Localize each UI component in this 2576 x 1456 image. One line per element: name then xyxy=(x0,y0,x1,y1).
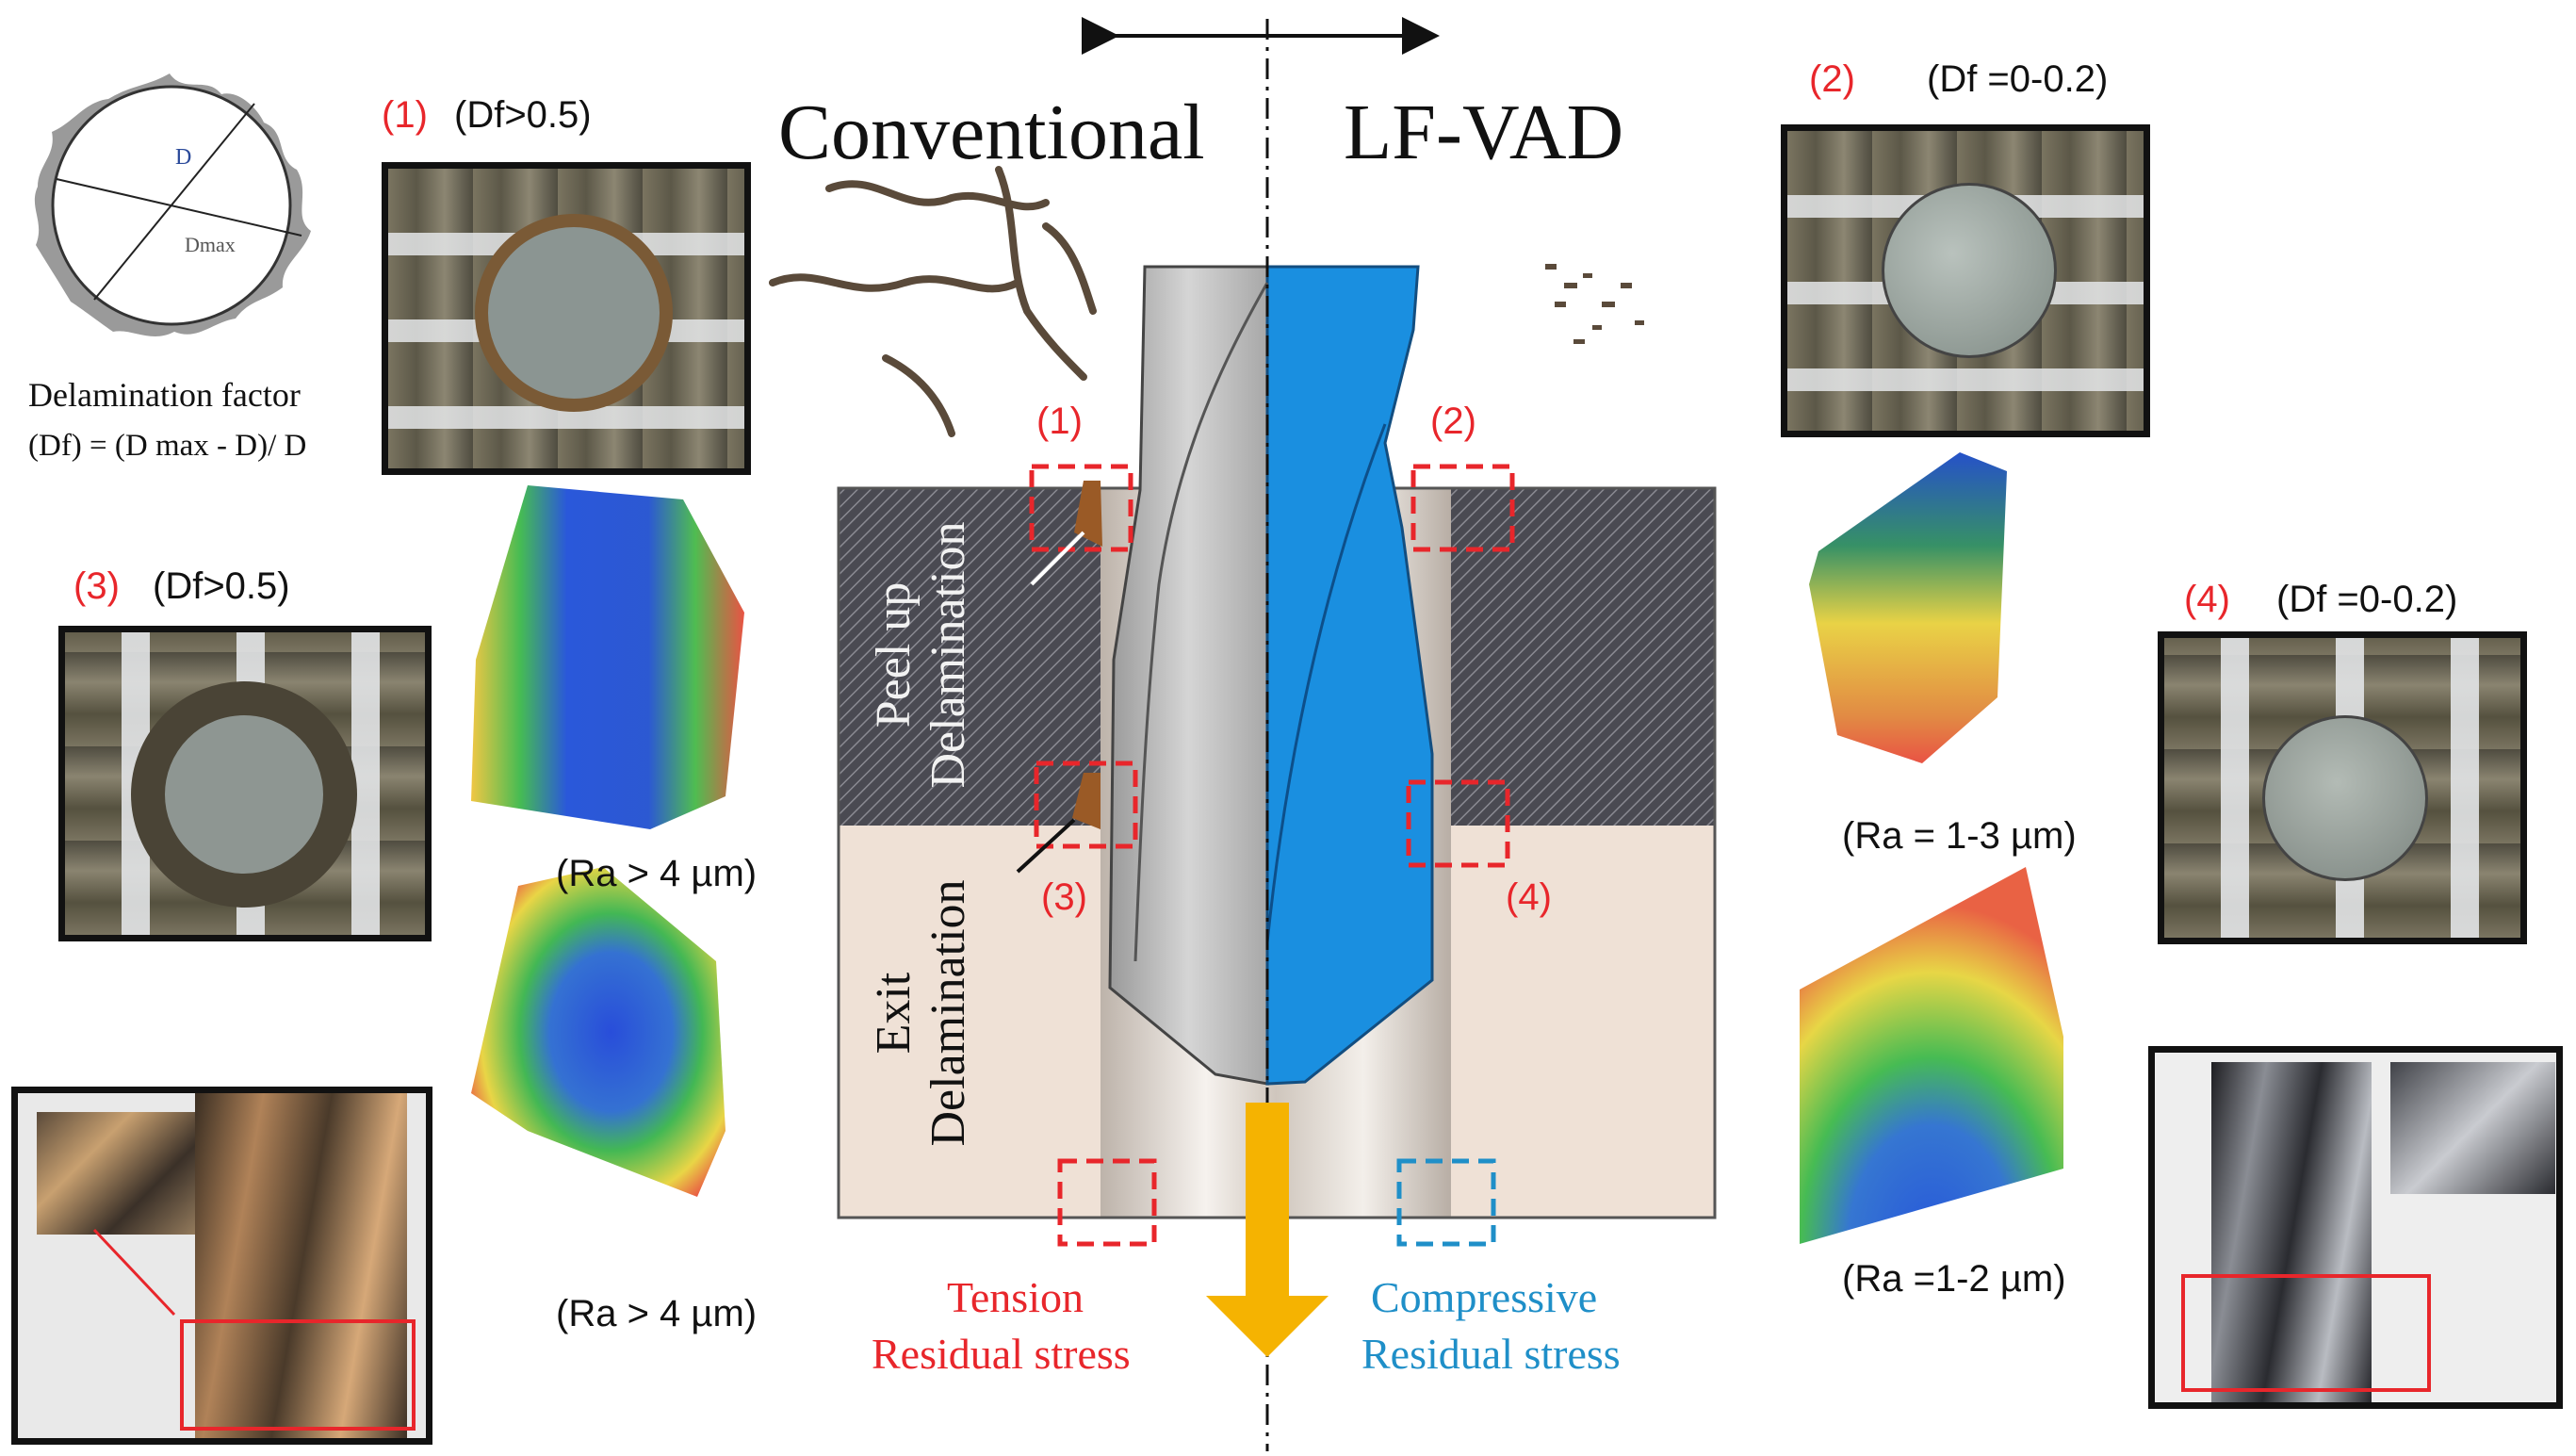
delamination-circle-diagram xyxy=(34,74,312,336)
center-marker-1: (1) xyxy=(1036,401,1083,442)
marker-box-2 xyxy=(1410,464,1515,552)
marker-box-4 xyxy=(1406,779,1510,868)
panel-2-df: (Df =0-0.2) xyxy=(1927,58,2109,100)
panel-4-number: (4) xyxy=(2184,579,2230,620)
panel-4-hole xyxy=(2262,715,2428,881)
conventional-heading: Conventional xyxy=(778,89,1205,176)
drill-lfvad-half xyxy=(1265,265,1434,1086)
panel-3-number: (3) xyxy=(73,565,120,607)
tension-label: Tension xyxy=(947,1273,1084,1321)
center-marker-4: (4) xyxy=(1506,876,1552,918)
roughness-label-right-bottom: (Ra =1-2 µm) xyxy=(1842,1258,2066,1300)
marker-box-3 xyxy=(1034,761,1138,849)
compressive-label: Compressive xyxy=(1371,1273,1598,1321)
marker-box-1 xyxy=(1029,464,1133,552)
panel-4-df: (Df =0-0.2) xyxy=(2276,579,2458,620)
roughness-map-lfvad-top xyxy=(1809,452,2007,763)
panel-1-df: (Df>0.5) xyxy=(454,94,592,136)
panel-1-hole-photo xyxy=(382,162,751,475)
panel-2-hole-photo xyxy=(1781,124,2150,437)
panel-2-number: (2) xyxy=(1809,58,1855,100)
d-label: D xyxy=(175,145,192,170)
roughness-map-conventional-bottom xyxy=(471,867,726,1197)
roughness-map-lfvad-bottom xyxy=(1800,867,2063,1244)
panel-3-df: (Df>0.5) xyxy=(153,565,290,607)
roughness-label-left-bottom: (Ra > 4 µm) xyxy=(556,1293,758,1334)
panel-2-hole xyxy=(1882,183,2057,358)
center-marker-3: (3) xyxy=(1041,876,1087,918)
lfvad-drill-photo xyxy=(2148,1046,2563,1409)
dmax-label: Dmax xyxy=(185,233,236,256)
lf-vad-heading: LF-VAD xyxy=(1344,89,1624,176)
conventional-drill-photo xyxy=(11,1087,432,1445)
compressive-box xyxy=(1396,1158,1496,1247)
roughness-label-left-top: (Ra > 4 µm) xyxy=(556,853,758,894)
panel-3-hole-photo xyxy=(58,626,432,941)
feed-arrow xyxy=(1206,1103,1329,1357)
roughness-map-conventional-top xyxy=(471,485,744,829)
delamination-factor-title: Delamination factor xyxy=(28,376,301,414)
delamination-formula: (Df) = (D max - D)/ D xyxy=(28,429,307,463)
roughness-label-right-top: (Ra = 1-3 µm) xyxy=(1842,815,2077,857)
tension-residual-stress-label: Residual stress xyxy=(872,1330,1131,1378)
panel-4-hole-photo xyxy=(2158,631,2527,944)
panel-1-number: (1) xyxy=(382,94,428,136)
compressive-residual-stress-label: Residual stress xyxy=(1361,1330,1621,1378)
center-marker-2: (2) xyxy=(1430,401,1476,442)
tension-box xyxy=(1057,1158,1157,1247)
